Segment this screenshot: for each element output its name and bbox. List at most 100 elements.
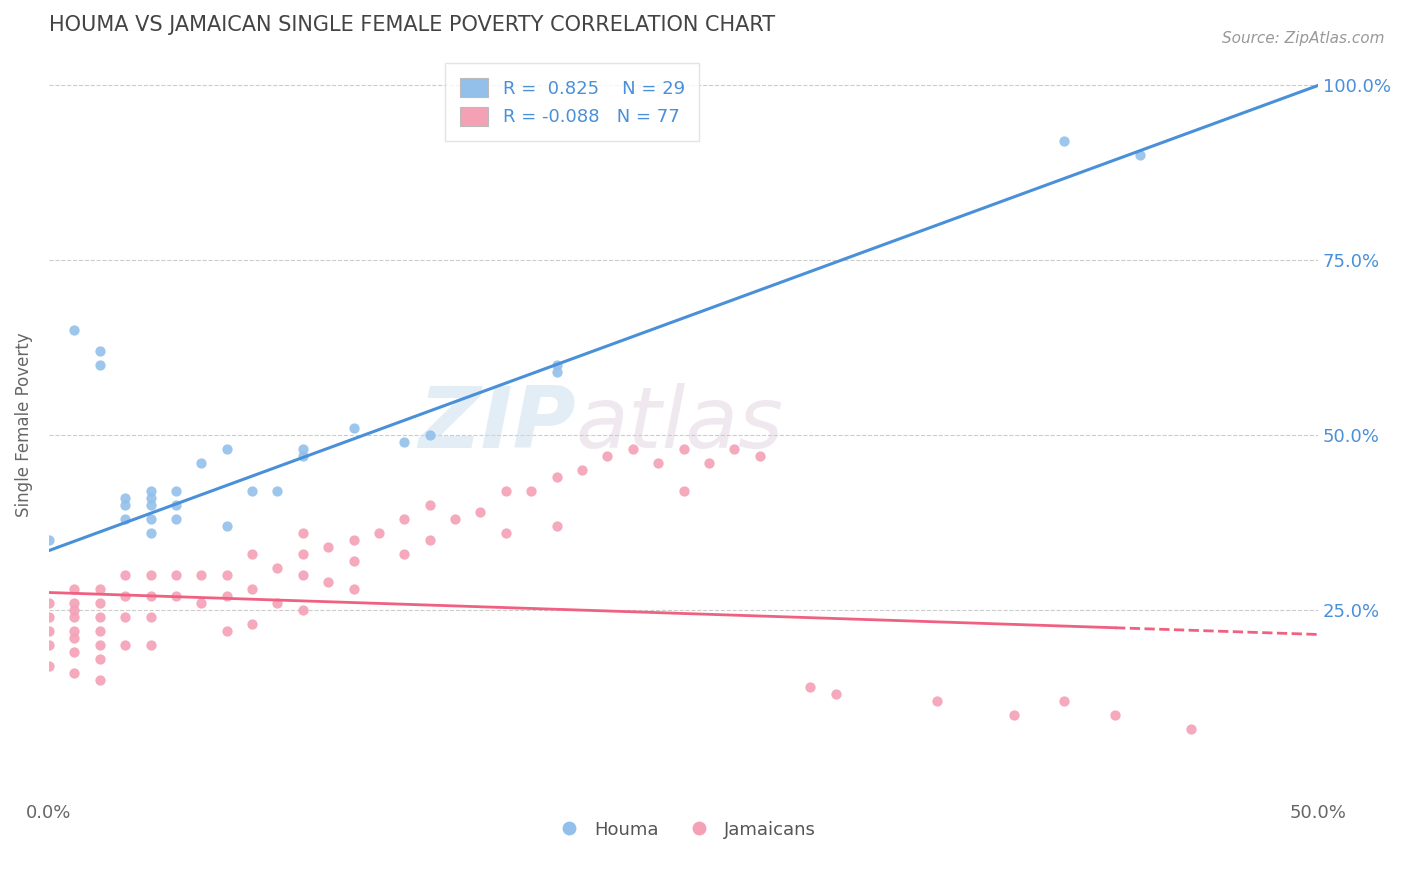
Point [495, 526, 517, 541]
Point [89, 673, 111, 687]
Point [139, 589, 162, 603]
Point [1002, 707, 1025, 722]
Point [394, 512, 416, 526]
Point [546, 470, 568, 484]
Point [139, 512, 162, 526]
Point [799, 680, 821, 694]
Point [165, 498, 187, 512]
Point [697, 456, 720, 470]
Point [419, 533, 441, 547]
Point [165, 589, 187, 603]
Point [470, 505, 492, 519]
Point [520, 484, 543, 499]
Point [38, 610, 60, 624]
Point [114, 568, 136, 582]
Point [165, 484, 187, 499]
Point [139, 610, 162, 624]
Point [63, 624, 86, 638]
Point [190, 568, 212, 582]
Point [824, 687, 846, 701]
Point [672, 484, 695, 499]
Point [621, 442, 644, 456]
Point [1129, 148, 1152, 162]
Point [139, 491, 162, 505]
Point [63, 596, 86, 610]
Point [38, 659, 60, 673]
Point [927, 694, 949, 708]
Point [394, 547, 416, 561]
Point [1053, 694, 1076, 708]
Point [89, 610, 111, 624]
Point [38, 596, 60, 610]
Point [215, 624, 238, 638]
Point [38, 624, 60, 638]
Point [139, 568, 162, 582]
Point [342, 582, 364, 596]
Legend: Houma, Jamaicans: Houma, Jamaicans [544, 814, 823, 846]
Point [89, 624, 111, 638]
Text: ZIP: ZIP [418, 384, 575, 467]
Point [368, 526, 391, 541]
Point [63, 610, 86, 624]
Point [419, 428, 441, 442]
Point [139, 638, 162, 652]
Point [1104, 707, 1126, 722]
Point [63, 665, 86, 680]
Point [38, 533, 60, 547]
Point [114, 498, 136, 512]
Point [139, 484, 162, 499]
Point [495, 484, 517, 499]
Point [291, 449, 314, 463]
Point [1180, 722, 1202, 736]
Text: HOUMA VS JAMAICAN SINGLE FEMALE POVERTY CORRELATION CHART: HOUMA VS JAMAICAN SINGLE FEMALE POVERTY … [49, 15, 775, 35]
Y-axis label: Single Female Poverty: Single Female Poverty [15, 333, 32, 517]
Point [190, 456, 212, 470]
Point [342, 421, 364, 435]
Point [291, 568, 314, 582]
Point [444, 512, 467, 526]
Point [63, 323, 86, 337]
Point [342, 554, 364, 568]
Point [139, 526, 162, 541]
Point [723, 442, 745, 456]
Point [291, 547, 314, 561]
Point [266, 484, 288, 499]
Point [240, 582, 263, 596]
Text: Source: ZipAtlas.com: Source: ZipAtlas.com [1222, 31, 1385, 46]
Point [89, 582, 111, 596]
Point [316, 540, 339, 554]
Point [114, 512, 136, 526]
Point [1053, 134, 1076, 148]
Point [240, 484, 263, 499]
Point [215, 568, 238, 582]
Point [165, 568, 187, 582]
Point [89, 596, 111, 610]
Point [342, 533, 364, 547]
Point [165, 512, 187, 526]
Point [89, 344, 111, 359]
Point [546, 358, 568, 372]
Point [63, 631, 86, 645]
Point [546, 519, 568, 533]
Point [190, 596, 212, 610]
Point [114, 610, 136, 624]
Point [748, 449, 770, 463]
Point [266, 596, 288, 610]
Point [240, 617, 263, 632]
Point [139, 498, 162, 512]
Point [63, 603, 86, 617]
Point [394, 435, 416, 450]
Point [63, 582, 86, 596]
Point [419, 498, 441, 512]
Point [89, 358, 111, 372]
Point [647, 456, 669, 470]
Point [291, 442, 314, 456]
Point [291, 603, 314, 617]
Point [240, 547, 263, 561]
Point [63, 645, 86, 659]
Point [89, 652, 111, 666]
Point [596, 449, 619, 463]
Point [215, 519, 238, 533]
Point [114, 491, 136, 505]
Point [215, 442, 238, 456]
